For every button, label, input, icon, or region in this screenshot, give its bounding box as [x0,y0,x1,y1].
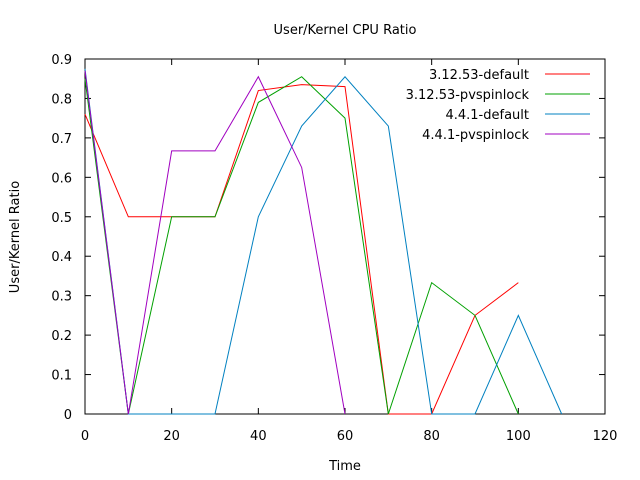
y-tick-label: 0.3 [51,290,72,305]
series-lines [84,68,563,415]
x-tick-label: 40 [250,429,267,444]
legend-label: 3.12.53-pvspinlock [406,88,530,103]
y-tick-label: 0.8 [51,92,72,107]
y-tick-label: 0.5 [51,211,72,226]
axis-ticks: 0 20 40 60 80 100 120 0 0.1 0.2 0.3 0.4 0.5 0.6 0.7 0.8… [51,53,617,444]
chart-title: User/Kernel CPU Ratio [274,23,417,38]
series-line-3 [84,68,563,415]
y-tick-label: 0.6 [51,171,72,186]
series-line-1 [84,84,519,415]
legend: 3.12.53-default 3.12.53-pvspinlock 4.4.1-d… [406,68,590,143]
x-tick-label: 120 [593,429,618,444]
y-tick-label: 0 [64,408,72,423]
y-tick-label: 0.4 [51,250,72,265]
x-tick-label: 20 [163,429,180,444]
legend-label: 4.4.1-default [445,108,529,123]
legend-label: 3.12.53-default [429,68,529,83]
legend-label: 4.4.1-pvspinlock [422,128,529,143]
y-tick-label: 0.2 [51,329,72,344]
x-tick-label: 100 [506,429,531,444]
x-tick-label: 0 [81,429,89,444]
y-tick-label: 0.9 [51,53,72,68]
x-tick-label: 60 [337,429,354,444]
y-tick-label: 0.7 [51,132,72,147]
y-tick-label: 0.1 [51,369,72,384]
y-axis-label: User/Kernel Ratio [8,181,23,293]
series-line-2 [84,76,519,415]
x-axis-label: Time [328,459,361,474]
x-tick-label: 80 [423,429,440,444]
series-line-4 [84,70,346,415]
